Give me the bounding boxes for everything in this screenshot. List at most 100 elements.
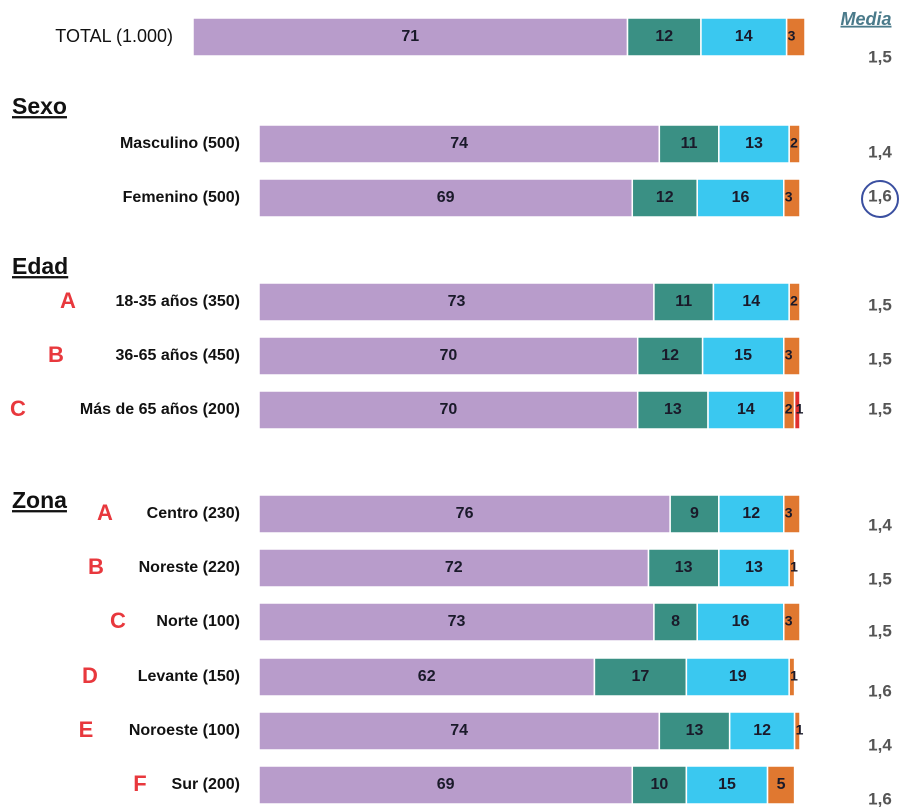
segment-label: 73 xyxy=(448,613,466,630)
category-label: Centro (230) xyxy=(147,505,240,522)
category-label: Noroeste (100) xyxy=(129,722,240,739)
segment-label: 3 xyxy=(785,613,793,629)
bar-segment xyxy=(788,282,801,322)
bar-segment xyxy=(783,178,801,218)
bar-segment xyxy=(192,17,629,57)
segment-label: 14 xyxy=(735,28,753,45)
group-letter: D xyxy=(82,663,98,688)
category-label: Norte (100) xyxy=(156,613,240,630)
bar-segment xyxy=(258,282,655,322)
media-value: 1,4 xyxy=(868,142,892,161)
segment-label: 17 xyxy=(632,668,650,685)
bar-segment xyxy=(718,124,790,164)
media-value: 1,5 xyxy=(868,295,892,314)
segment-label: 1 xyxy=(796,401,804,417)
bar-segment xyxy=(258,765,634,805)
media-value: 1,5 xyxy=(868,349,892,368)
segment-label: 2 xyxy=(790,293,798,309)
bar-segment xyxy=(658,711,731,751)
category-label: TOTAL (1.000) xyxy=(55,26,173,46)
bar-segment xyxy=(766,765,796,805)
segment-label: 3 xyxy=(785,189,793,205)
bar-segment xyxy=(785,17,806,57)
bar-segment xyxy=(783,602,801,642)
segment-label: 74 xyxy=(450,722,468,739)
segment-label: 70 xyxy=(439,347,457,364)
bar-segment xyxy=(783,494,801,534)
bar-segment xyxy=(258,494,671,534)
media-value: 1,5 xyxy=(868,399,892,418)
segment-label: 15 xyxy=(734,347,752,364)
bar-segment xyxy=(788,548,796,588)
media-value: 1,6 xyxy=(868,681,892,700)
group-letter: B xyxy=(88,554,104,579)
segment-label: 12 xyxy=(655,28,673,45)
bar-segment xyxy=(636,390,709,430)
bar-segment xyxy=(258,124,661,164)
bar-segment xyxy=(793,390,801,430)
segment-label: 13 xyxy=(686,722,704,739)
media-value: 1,6 xyxy=(868,186,892,205)
bar-segment xyxy=(653,282,715,322)
group-letter: C xyxy=(110,608,126,633)
segment-label: 72 xyxy=(445,559,463,576)
segment-label: 13 xyxy=(664,401,682,418)
bar-segment xyxy=(258,548,650,588)
bar-segment xyxy=(696,178,785,218)
segment-label: 16 xyxy=(732,189,750,206)
segment-label: 73 xyxy=(448,293,466,310)
media-value: 1,5 xyxy=(868,621,892,640)
highlight-circle xyxy=(861,180,899,218)
segment-label: 3 xyxy=(785,505,793,521)
media-value: 1,4 xyxy=(868,735,892,754)
category-label: Femenino (500) xyxy=(123,189,240,206)
group-letter: F xyxy=(133,771,146,796)
group-letter: A xyxy=(97,500,113,525)
media-title: Media xyxy=(840,9,891,29)
segment-label: 16 xyxy=(732,613,750,630)
category-label: Levante (150) xyxy=(138,668,240,685)
segment-label: 13 xyxy=(745,559,763,576)
segment-label: 2 xyxy=(785,401,793,417)
segment-label: 11 xyxy=(681,135,698,152)
bar-segment xyxy=(258,657,596,697)
segment-label: 12 xyxy=(661,347,679,364)
bar-segment xyxy=(631,178,698,218)
category-label: Más de 65 años (200) xyxy=(80,401,240,418)
media-value: 1,5 xyxy=(868,569,892,588)
segment-label: 13 xyxy=(675,559,693,576)
segment-label: 1 xyxy=(796,722,804,738)
segment-label: 3 xyxy=(788,28,796,44)
segment-label: 5 xyxy=(777,776,786,793)
bar-segment xyxy=(793,711,801,751)
segment-label: 10 xyxy=(650,776,668,793)
segment-label: 1 xyxy=(790,559,798,575)
bar-segment xyxy=(718,494,785,534)
segment-label: 3 xyxy=(785,347,793,363)
bar-segment xyxy=(258,336,639,376)
media-value: 1,4 xyxy=(868,515,892,534)
segment-label: 14 xyxy=(737,401,755,418)
segment-label: 11 xyxy=(675,293,692,310)
segment-label: 76 xyxy=(456,505,474,522)
category-label: Sur (200) xyxy=(172,776,240,793)
bar-segment xyxy=(631,765,688,805)
segment-label: 12 xyxy=(656,189,674,206)
segment-label: 15 xyxy=(718,776,736,793)
bar-segment xyxy=(647,548,720,588)
media-value: 1,5 xyxy=(868,47,892,66)
group-letter: A xyxy=(60,288,76,313)
bar-segment xyxy=(685,657,790,697)
bar-segment xyxy=(788,124,801,164)
segment-label: 12 xyxy=(753,722,771,739)
segment-label: 62 xyxy=(418,668,436,685)
group-letter: C xyxy=(10,396,26,421)
segment-label: 1 xyxy=(790,668,798,684)
bar-segment xyxy=(788,657,796,697)
segment-label: 2 xyxy=(790,135,798,151)
segment-label: 19 xyxy=(729,668,747,685)
group-letter: B xyxy=(48,342,64,367)
group-header: Edad xyxy=(12,253,68,279)
bar-segment xyxy=(258,178,634,218)
